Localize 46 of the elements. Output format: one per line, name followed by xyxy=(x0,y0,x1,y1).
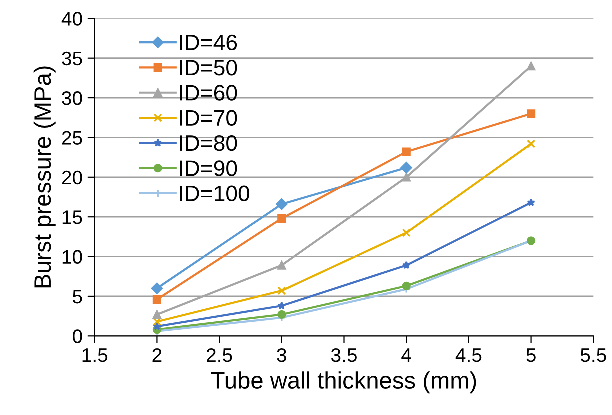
point xyxy=(526,110,536,118)
legend-label: ID=100 xyxy=(180,186,250,202)
y-tick-label: 25 xyxy=(62,131,82,145)
point xyxy=(151,282,163,294)
x-tick-label: 4 xyxy=(402,348,412,362)
x-tick-label: 2.5 xyxy=(207,348,232,362)
point xyxy=(402,261,411,270)
point xyxy=(527,198,536,206)
x-tick-label: 3 xyxy=(277,348,286,362)
y-tick-label: 0 xyxy=(73,330,82,344)
point xyxy=(526,140,536,148)
legend-label: ID=60 xyxy=(180,85,238,101)
point xyxy=(526,62,536,71)
y-tick-label: 35 xyxy=(62,52,82,66)
x-axis-title: Tube wall thickness (mm) xyxy=(211,372,476,394)
y-tick-label: 30 xyxy=(62,92,82,106)
y-tick-label: 40 xyxy=(62,12,82,26)
x-tick-label: 2 xyxy=(152,348,162,362)
legend-label: ID=80 xyxy=(180,135,238,152)
point xyxy=(402,173,411,182)
x-tick-label: 1.5 xyxy=(82,348,108,362)
legend-label: ID=90 xyxy=(180,160,238,176)
point xyxy=(278,302,286,310)
legend-label: ID=50 xyxy=(180,60,238,76)
point xyxy=(402,282,411,290)
x-tick-label: 3.5 xyxy=(331,348,357,362)
x-tick-label: 4.5 xyxy=(456,348,482,362)
point xyxy=(402,228,411,238)
point xyxy=(152,310,162,320)
y-axis-title: Burst pressure (MPa) xyxy=(34,66,56,288)
point xyxy=(278,286,286,296)
x-tick-label: 5.5 xyxy=(580,348,606,362)
y-tick-label: 5 xyxy=(73,290,82,304)
y-tick-label: 10 xyxy=(62,250,82,264)
point xyxy=(278,310,286,320)
point xyxy=(278,261,286,270)
x-tick-label: 5 xyxy=(526,348,536,362)
y-tick-label: 20 xyxy=(62,170,82,185)
legend-label: ID=70 xyxy=(180,110,238,126)
point xyxy=(400,162,412,174)
y-tick-label: 15 xyxy=(62,210,82,224)
point xyxy=(276,198,288,210)
legend-label: ID=46 xyxy=(180,34,238,51)
point xyxy=(152,295,162,304)
point xyxy=(402,148,411,156)
point xyxy=(278,214,286,223)
